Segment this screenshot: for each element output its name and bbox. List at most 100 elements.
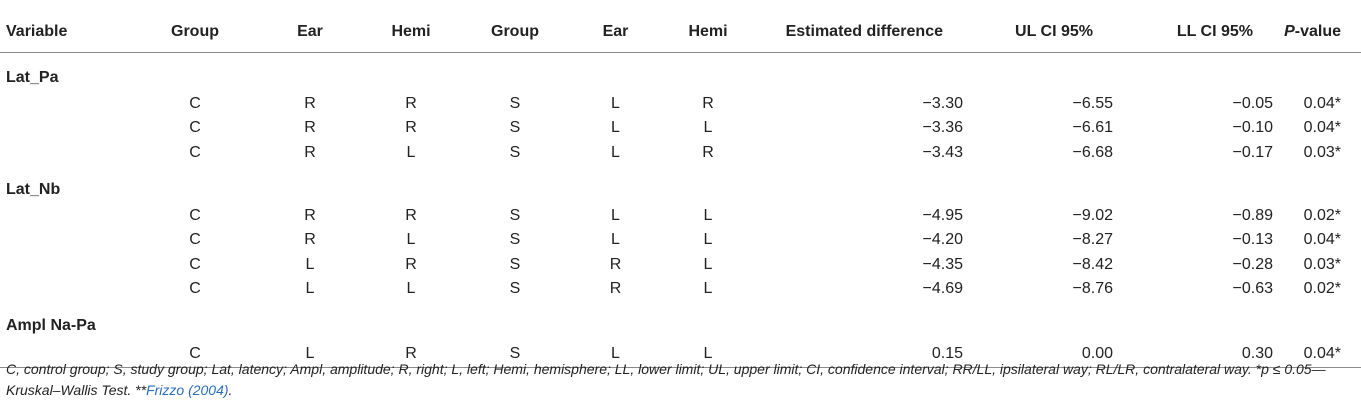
variable-label: Lat_Pa <box>6 69 59 86</box>
cell-hemi-2: R <box>702 95 714 113</box>
cell-ll-ci: −0.05 <box>1232 95 1273 113</box>
cell-ul-ci: −9.02 <box>1072 207 1113 225</box>
header-ear-2: Ear <box>568 12 663 53</box>
cell-ul-ci: −6.55 <box>1072 95 1113 113</box>
cell-ear-2: R <box>609 255 622 273</box>
cell-hemi-1: L <box>406 231 416 249</box>
cell-ear-1: R <box>304 95 316 113</box>
header-p-italic: P <box>1284 23 1295 40</box>
cell-ear-2: L <box>611 231 620 249</box>
cell-group-1: C <box>189 119 201 137</box>
cell-ear-2: L <box>611 119 620 137</box>
cell-hemi-1: L <box>406 143 416 161</box>
cell-estimated-difference: −3.43 <box>922 143 963 161</box>
cell-ll-ci: −0.28 <box>1232 255 1273 273</box>
header-hemi-2: Hemi <box>663 12 753 53</box>
cell-ll-ci: −0.13 <box>1232 231 1273 249</box>
cell-p-value: 0.04* <box>1303 119 1341 137</box>
cell-group-1: C <box>189 207 201 225</box>
variable-cell-empty <box>0 204 130 228</box>
header-ul-ci: UL CI 95% <box>963 12 1113 53</box>
cell-ul-ci: 0.00 <box>963 340 1113 369</box>
cell-group-2: S <box>509 119 521 137</box>
footnote-text: C, control group; S, study group; Lat, l… <box>6 361 1326 398</box>
cell-ul-ci: −6.68 <box>1072 143 1113 161</box>
header-p-suffix: -value <box>1294 23 1341 40</box>
cell-hemi-1: R <box>405 119 417 137</box>
header-estimated-difference: Estimated difference <box>753 12 963 53</box>
variable-group-row: Lat_Nb <box>0 165 1361 204</box>
cell-p-value: 0.04* <box>1303 231 1341 249</box>
cell-ear-2: L <box>611 207 620 225</box>
cell-hemi-1: R <box>405 95 417 113</box>
cell-hemi-1: R <box>405 255 417 273</box>
cell-ll-ci: 0.30 <box>1113 340 1273 369</box>
table-row: C R R S L L −4.95 −9.02 −0.89 0.02* <box>0 204 1361 228</box>
header-variable: Variable <box>0 12 130 53</box>
cell-group-1: C <box>189 255 201 273</box>
cell-hemi-2: L <box>703 255 713 273</box>
footnote-reference-link[interactable]: Frizzo (2004) <box>146 382 229 398</box>
cell-ll-ci: −0.10 <box>1232 119 1273 137</box>
cell-hemi-1: R <box>360 340 462 369</box>
cell-group-2: S <box>509 231 521 249</box>
cell-hemi-2: L <box>703 207 713 225</box>
variable-cell-empty <box>0 340 130 369</box>
cell-group-1: C <box>189 143 201 161</box>
cell-group-1: C <box>189 279 201 297</box>
cell-p-value: 0.03* <box>1303 255 1341 273</box>
header-ear-1: Ear <box>260 12 360 53</box>
cell-p-value: 0.04* <box>1303 95 1341 113</box>
cell-hemi-2: R <box>702 143 714 161</box>
variable-cell-empty <box>0 141 130 165</box>
cell-group-2: S <box>509 255 521 273</box>
table-row: C R R S L R −3.30 −6.55 −0.05 0.04* <box>0 92 1361 116</box>
cell-estimated-difference: −4.35 <box>922 255 963 273</box>
variable-group-row: Ampl Na-Pa <box>0 301 1361 340</box>
cell-group-1: C <box>189 95 201 113</box>
cell-ul-ci: −6.61 <box>1072 119 1113 137</box>
cell-estimated-difference: −4.20 <box>922 231 963 249</box>
results-table-container: Variable Group Ear Hemi Group Ear Hemi E… <box>0 12 1361 369</box>
cell-group-2: S <box>509 95 521 113</box>
header-hemi-1: Hemi <box>360 12 462 53</box>
cell-hemi-2: L <box>703 119 713 137</box>
cell-ear-2: L <box>568 340 663 369</box>
cell-ll-ci: −0.89 <box>1232 207 1273 225</box>
cell-hemi-1: R <box>405 207 417 225</box>
cell-estimated-difference: 0.15 <box>753 340 963 369</box>
cell-group-2: S <box>509 207 521 225</box>
footnote-end: . <box>228 382 233 398</box>
cell-ul-ci: −8.27 <box>1072 231 1113 249</box>
variable-group-row: Lat_Pa <box>0 53 1361 93</box>
variable-cell-empty <box>0 116 130 140</box>
cell-hemi-2: L <box>663 340 753 369</box>
cell-p-value: 0.04* <box>1273 340 1361 369</box>
cell-p-value: 0.03* <box>1303 143 1341 161</box>
variable-cell-empty <box>0 277 130 301</box>
cell-group-2: S <box>462 340 568 369</box>
table-footnote: C, control group; S, study group; Lat, l… <box>6 359 1351 401</box>
header-p-value: P-value <box>1273 12 1361 53</box>
cell-estimated-difference: −4.95 <box>922 207 963 225</box>
cell-ear-1: R <box>304 119 316 137</box>
cell-ear-2: R <box>609 279 622 297</box>
cell-group-1: C <box>130 340 260 369</box>
table-body: Lat_Pa C R R S L R −3.30 −6.55 −0.05 0.04* C R R S L L −3… <box>0 53 1361 369</box>
cell-p-value: 0.02* <box>1303 279 1341 297</box>
cell-ear-1: L <box>260 340 360 369</box>
cell-estimated-difference: −4.69 <box>922 279 963 297</box>
table-row: C R L S L R −3.43 −6.68 −0.17 0.03* <box>0 141 1361 165</box>
header-group-1: Group <box>130 12 260 53</box>
cell-hemi-2: L <box>703 231 713 249</box>
cell-ll-ci: −0.63 <box>1232 279 1273 297</box>
cell-hemi-2: L <box>703 279 713 297</box>
cell-p-value: 0.02* <box>1303 207 1341 225</box>
cell-ul-ci: −8.42 <box>1072 255 1113 273</box>
cell-ul-ci: −8.76 <box>1072 279 1113 297</box>
header-ll-ci: LL CI 95% <box>1113 12 1273 53</box>
variable-cell-empty <box>0 228 130 252</box>
table-row: C L R S L L 0.15 0.00 0.30 0.04* <box>0 340 1361 369</box>
variable-cell-empty <box>0 252 130 276</box>
cell-ear-1: L <box>305 255 315 273</box>
